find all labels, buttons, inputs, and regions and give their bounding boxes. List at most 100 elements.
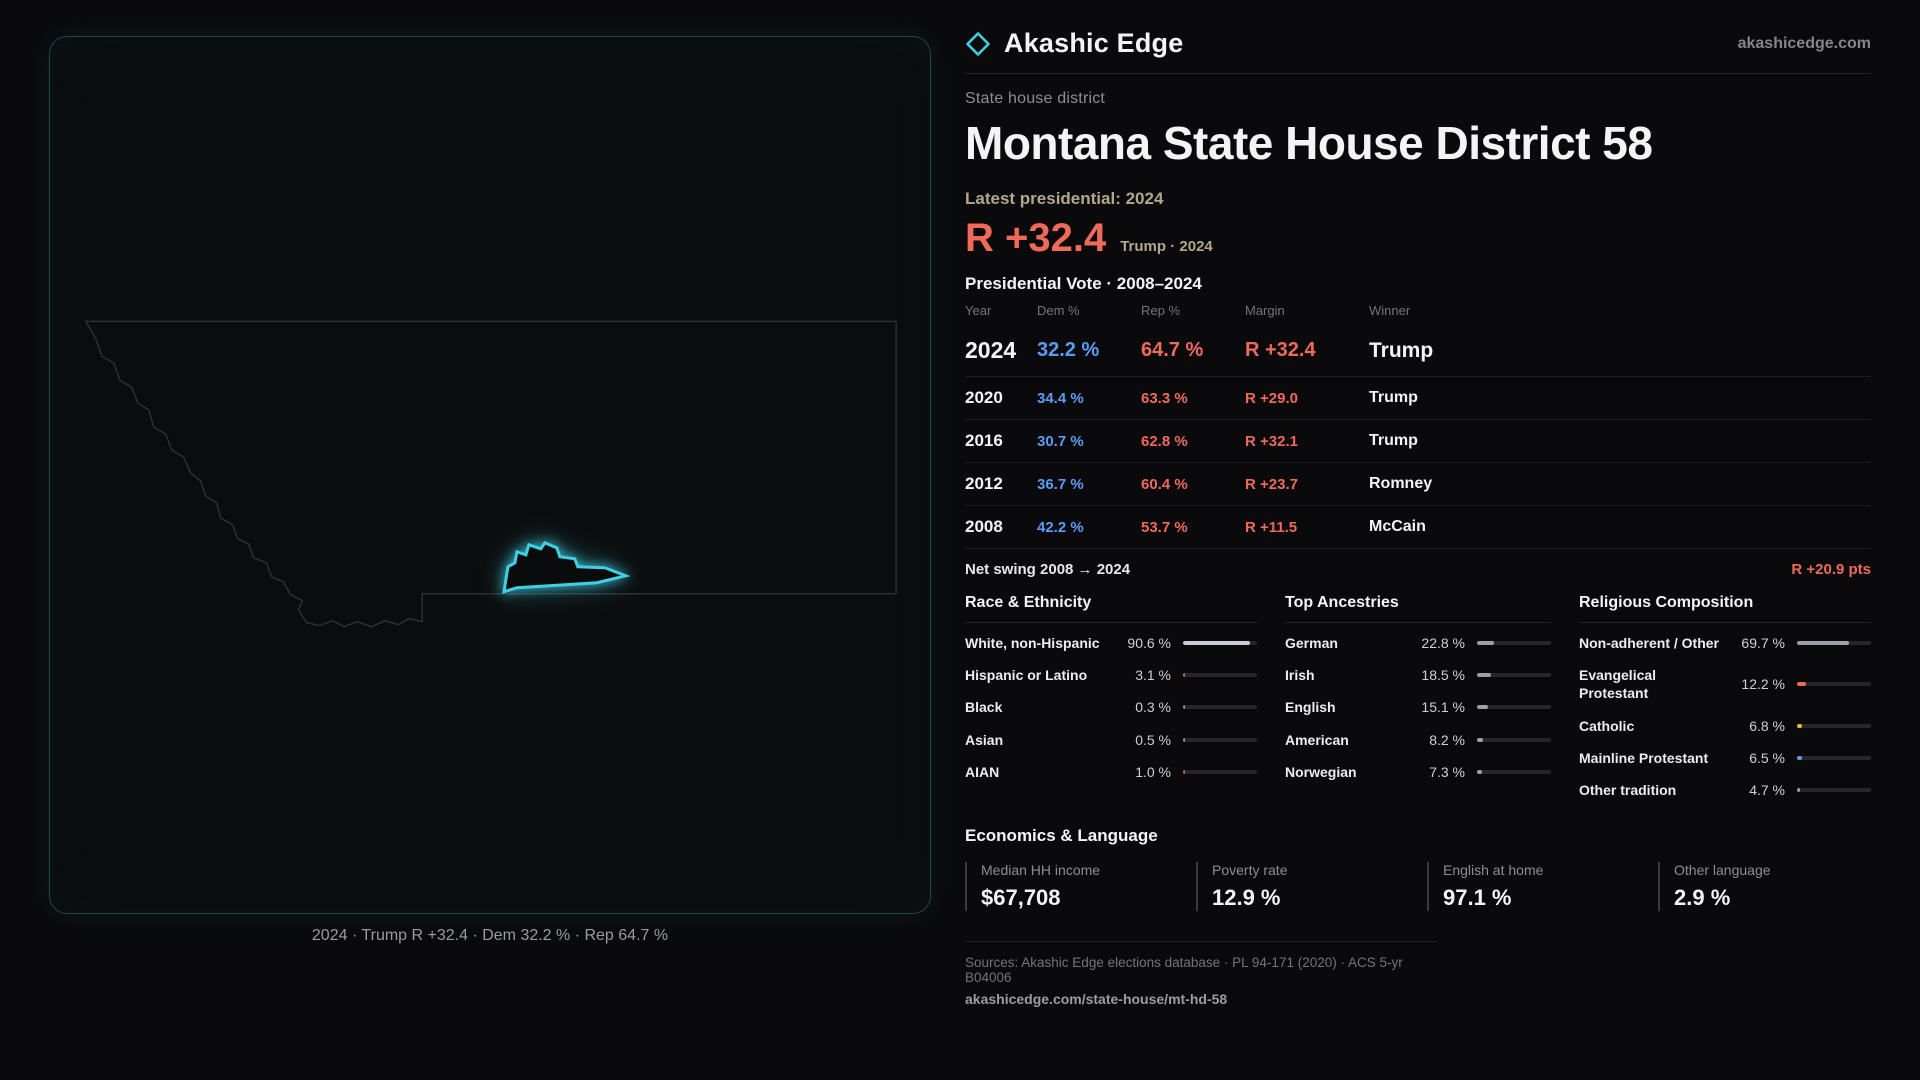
presidential-vote-table: Year Dem % Rep % Margin Winner 2024 32.2… (965, 294, 1871, 586)
winner-cell: Romney (1369, 475, 1433, 492)
item-bar (1183, 705, 1257, 710)
race-ethnicity-column: Race & Ethnicity White, non-Hispanic 90.… (965, 594, 1257, 806)
item-label: Evangelical Protestant (1579, 667, 1657, 702)
dem-cell: 42.2 % (1037, 518, 1084, 536)
religion-title: Religious Composition (1579, 594, 1871, 623)
list-item: Other tradition 4.7 % (1579, 774, 1871, 806)
margin-cell: R +29.0 (1245, 389, 1298, 407)
item-value: 3.1 % (1135, 667, 1171, 684)
district-type-label: State house district (965, 90, 1106, 107)
ancestries-column: Top Ancestries German 22.8 % Irish 18.5 … (1285, 594, 1551, 806)
religion-column: Religious Composition Non-adherent / Oth… (1579, 594, 1871, 806)
col-winner: Winner (1369, 303, 1411, 318)
item-value: 6.8 % (1749, 717, 1785, 734)
item-value: 1.0 % (1135, 763, 1171, 780)
table-row: 2008 42.2 % 53.7 % R +11.5 McCain (965, 506, 1871, 549)
sources-text: Sources: Akashic Edge elections database… (965, 955, 1403, 986)
table-row: 2020 34.4 % 63.3 % R +29.0 Trump (965, 377, 1871, 420)
list-item: Asian 0.5 % (965, 724, 1257, 756)
item-value: 0.3 % (1135, 699, 1171, 716)
item-bar (1477, 737, 1551, 742)
stat-value: 2.9 % (1674, 885, 1731, 911)
brand-domain-link[interactable]: akashicedge.com (1737, 34, 1871, 52)
item-bar (1183, 673, 1257, 678)
net-swing-label: Net swing 2008 → 2024 (965, 561, 1131, 578)
col-year: Year (965, 303, 992, 318)
district-shape (502, 540, 631, 594)
year-cell: 2012 (965, 474, 1003, 493)
item-label: Hispanic or Latino (965, 667, 1088, 684)
item-value: 69.7 % (1741, 635, 1785, 652)
margin-cell: R +23.7 (1245, 475, 1298, 493)
item-label: American (1285, 731, 1349, 748)
list-item: Hispanic or Latino 3.1 % (965, 659, 1257, 691)
stat-poverty-rate: Poverty rate 12.9 % (1196, 862, 1409, 912)
list-item: German 22.8 % (1285, 627, 1551, 659)
diamond-logo-icon (966, 31, 990, 56)
table-row: 2012 36.7 % 60.4 % R +23.7 Romney (965, 463, 1871, 506)
dem-cell: 36.7 % (1037, 475, 1084, 493)
rep-cell: 63.3 % (1141, 389, 1188, 407)
item-value: 18.5 % (1421, 667, 1465, 684)
economics-title: Economics & Language (965, 826, 1158, 846)
headline-margin-context: Trump · 2024 (1120, 238, 1213, 255)
item-bar (1183, 641, 1257, 646)
brand-header: Akashic Edge akashicedge.com (965, 28, 1871, 74)
col-dem: Dem % (1037, 303, 1080, 318)
stat-value: 12.9 % (1212, 885, 1281, 911)
item-label: Other tradition (1579, 781, 1677, 798)
item-value: 90.6 % (1127, 635, 1171, 652)
item-label: Black (965, 699, 1003, 716)
col-margin: Margin (1245, 303, 1285, 318)
margin-cell: R +11.5 (1245, 518, 1298, 536)
stat-label: Poverty rate (1212, 862, 1288, 879)
map-caption: 2024 · Trump R +32.4 · Dem 32.2 % · Rep … (311, 927, 669, 944)
table-row: 2024 32.2 % 64.7 % R +32.4 Trump (965, 325, 1871, 377)
stat-label: Median HH income (981, 862, 1101, 879)
list-item: AIAN 1.0 % (965, 756, 1257, 788)
stat-label: Other language (1674, 862, 1771, 879)
dem-cell: 34.4 % (1037, 389, 1084, 407)
permalink[interactable]: akashicedge.com/state-house/mt-hd-58 (965, 991, 1228, 1008)
item-value: 8.2 % (1429, 731, 1465, 748)
year-cell: 2020 (965, 388, 1003, 407)
vote-table-title: Presidential Vote · 2008–2024 (965, 274, 1202, 293)
ancestries-title: Top Ancestries (1285, 594, 1551, 623)
district-report: Akashic Edge akashicedge.com State house… (965, 28, 1871, 1009)
year-cell: 2016 (965, 431, 1003, 450)
vote-table-header: Year Dem % Rep % Margin Winner (965, 294, 1871, 325)
item-label: Irish (1285, 667, 1315, 684)
item-label: Catholic (1579, 717, 1635, 734)
item-label: AIAN (965, 763, 1000, 780)
item-bar (1797, 682, 1871, 687)
montana-map (84, 320, 897, 628)
item-bar (1797, 788, 1871, 793)
item-value: 15.1 % (1421, 699, 1465, 716)
stat-label: English at home (1443, 862, 1544, 879)
item-bar (1797, 755, 1871, 760)
item-label: Norwegian (1285, 763, 1357, 780)
list-item: Non-adherent / Other 69.7 % (1579, 627, 1871, 659)
item-label: Mainline Protestant (1579, 749, 1709, 766)
montana-state-outline (84, 320, 897, 628)
demographics-section: Race & Ethnicity White, non-Hispanic 90.… (965, 594, 1871, 806)
year-cell: 2008 (965, 517, 1003, 536)
item-bar (1797, 723, 1871, 728)
item-label: German (1285, 635, 1338, 651)
stat-english-at-home: English at home 97.1 % (1427, 862, 1640, 912)
list-item: Evangelical Protestant 12.2 % (1579, 659, 1871, 709)
item-bar (1477, 673, 1551, 678)
economics-stats: Median HH income $67,708 Poverty rate 12… (965, 862, 1871, 912)
winner-cell: McCain (1369, 518, 1426, 535)
footer: Sources: Akashic Edge elections database… (965, 941, 1437, 1009)
item-label: Non-adherent / Other (1579, 635, 1720, 651)
dem-cell: 30.7 % (1037, 432, 1084, 450)
list-item: Irish 18.5 % (1285, 659, 1551, 691)
margin-cell: R +32.4 (1245, 339, 1316, 361)
list-item: White, non-Hispanic 90.6 % (965, 627, 1257, 659)
item-value: 22.8 % (1421, 635, 1465, 652)
winner-cell: Trump (1369, 338, 1434, 362)
list-item: English 15.1 % (1285, 691, 1551, 723)
dem-cell: 32.2 % (1037, 339, 1100, 361)
rep-cell: 64.7 % (1141, 339, 1204, 361)
